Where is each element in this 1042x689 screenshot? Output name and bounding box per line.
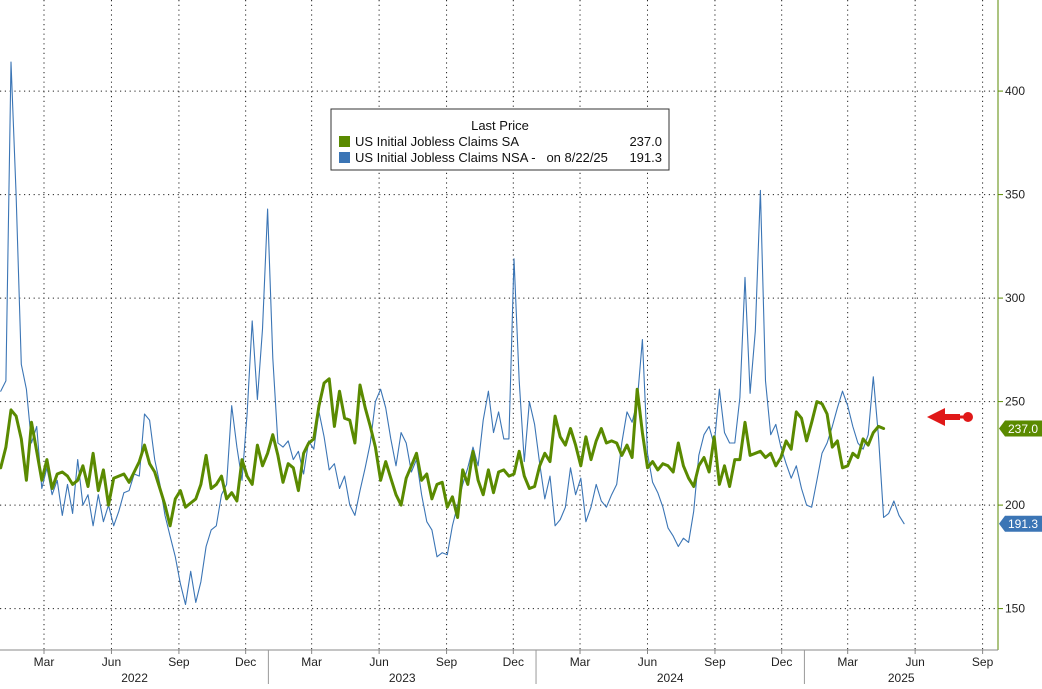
year-label: 2022	[121, 671, 148, 684]
x-tick-label: Dec	[503, 655, 524, 669]
x-tick-label: Sep	[704, 655, 726, 669]
y-tick-label: 150	[1005, 602, 1025, 616]
legend-entry-nsa-value: 191.3	[629, 150, 662, 165]
last-value-tag-nsa	[999, 515, 1042, 532]
x-tick-label: Mar	[34, 655, 55, 669]
legend: Last Price US Initial Jobless Claims SA …	[330, 108, 670, 171]
x-tick-label: Jun	[905, 655, 924, 669]
x-tick-label: Mar	[837, 655, 858, 669]
x-tick-label: Sep	[972, 655, 994, 669]
legend-swatch-nsa	[339, 152, 350, 163]
legend-title: Last Price	[471, 118, 529, 133]
y-tick-label: 250	[1005, 395, 1025, 409]
series-nsa-line	[0, 61, 905, 606]
year-label: 2024	[657, 671, 684, 684]
x-tick-label: Jun	[369, 655, 388, 669]
last-value-label-nsa: 191.3	[1008, 517, 1038, 531]
y-tick-label: 400	[1005, 84, 1025, 98]
grid	[0, 0, 998, 650]
legend-entry-sa-value: 237.0	[629, 134, 662, 149]
year-label: 2023	[389, 671, 416, 684]
legend-entry-sa-label: US Initial Jobless Claims SA	[355, 134, 519, 149]
legend-box	[330, 108, 670, 171]
x-tick-label: Mar	[570, 655, 591, 669]
x-tick-label: Dec	[235, 655, 256, 669]
y-tick-label: 200	[1005, 498, 1025, 512]
annotations	[927, 408, 973, 426]
legend-swatch-sa	[339, 136, 350, 147]
x-tick-label: Jun	[638, 655, 657, 669]
series-sa-line	[0, 377, 886, 528]
x-tick-label: Sep	[168, 655, 190, 669]
year-label: 2025	[888, 671, 915, 684]
red-arrow-marker	[927, 408, 960, 426]
x-tick-label: Mar	[301, 655, 322, 669]
x-tick-label: Jun	[102, 655, 121, 669]
y-tick-label: 300	[1005, 291, 1025, 305]
last-value-label-sa: 237.0	[1008, 422, 1038, 436]
x-tick-label: Sep	[436, 655, 458, 669]
last-value-tag-sa	[999, 420, 1042, 437]
series-layer	[0, 61, 905, 606]
legend-entry-nsa-label: US Initial Jobless Claims NSA - on 8/22/…	[355, 150, 608, 165]
x-tick-label: Dec	[771, 655, 792, 669]
y-tick-label: 350	[1005, 188, 1025, 202]
